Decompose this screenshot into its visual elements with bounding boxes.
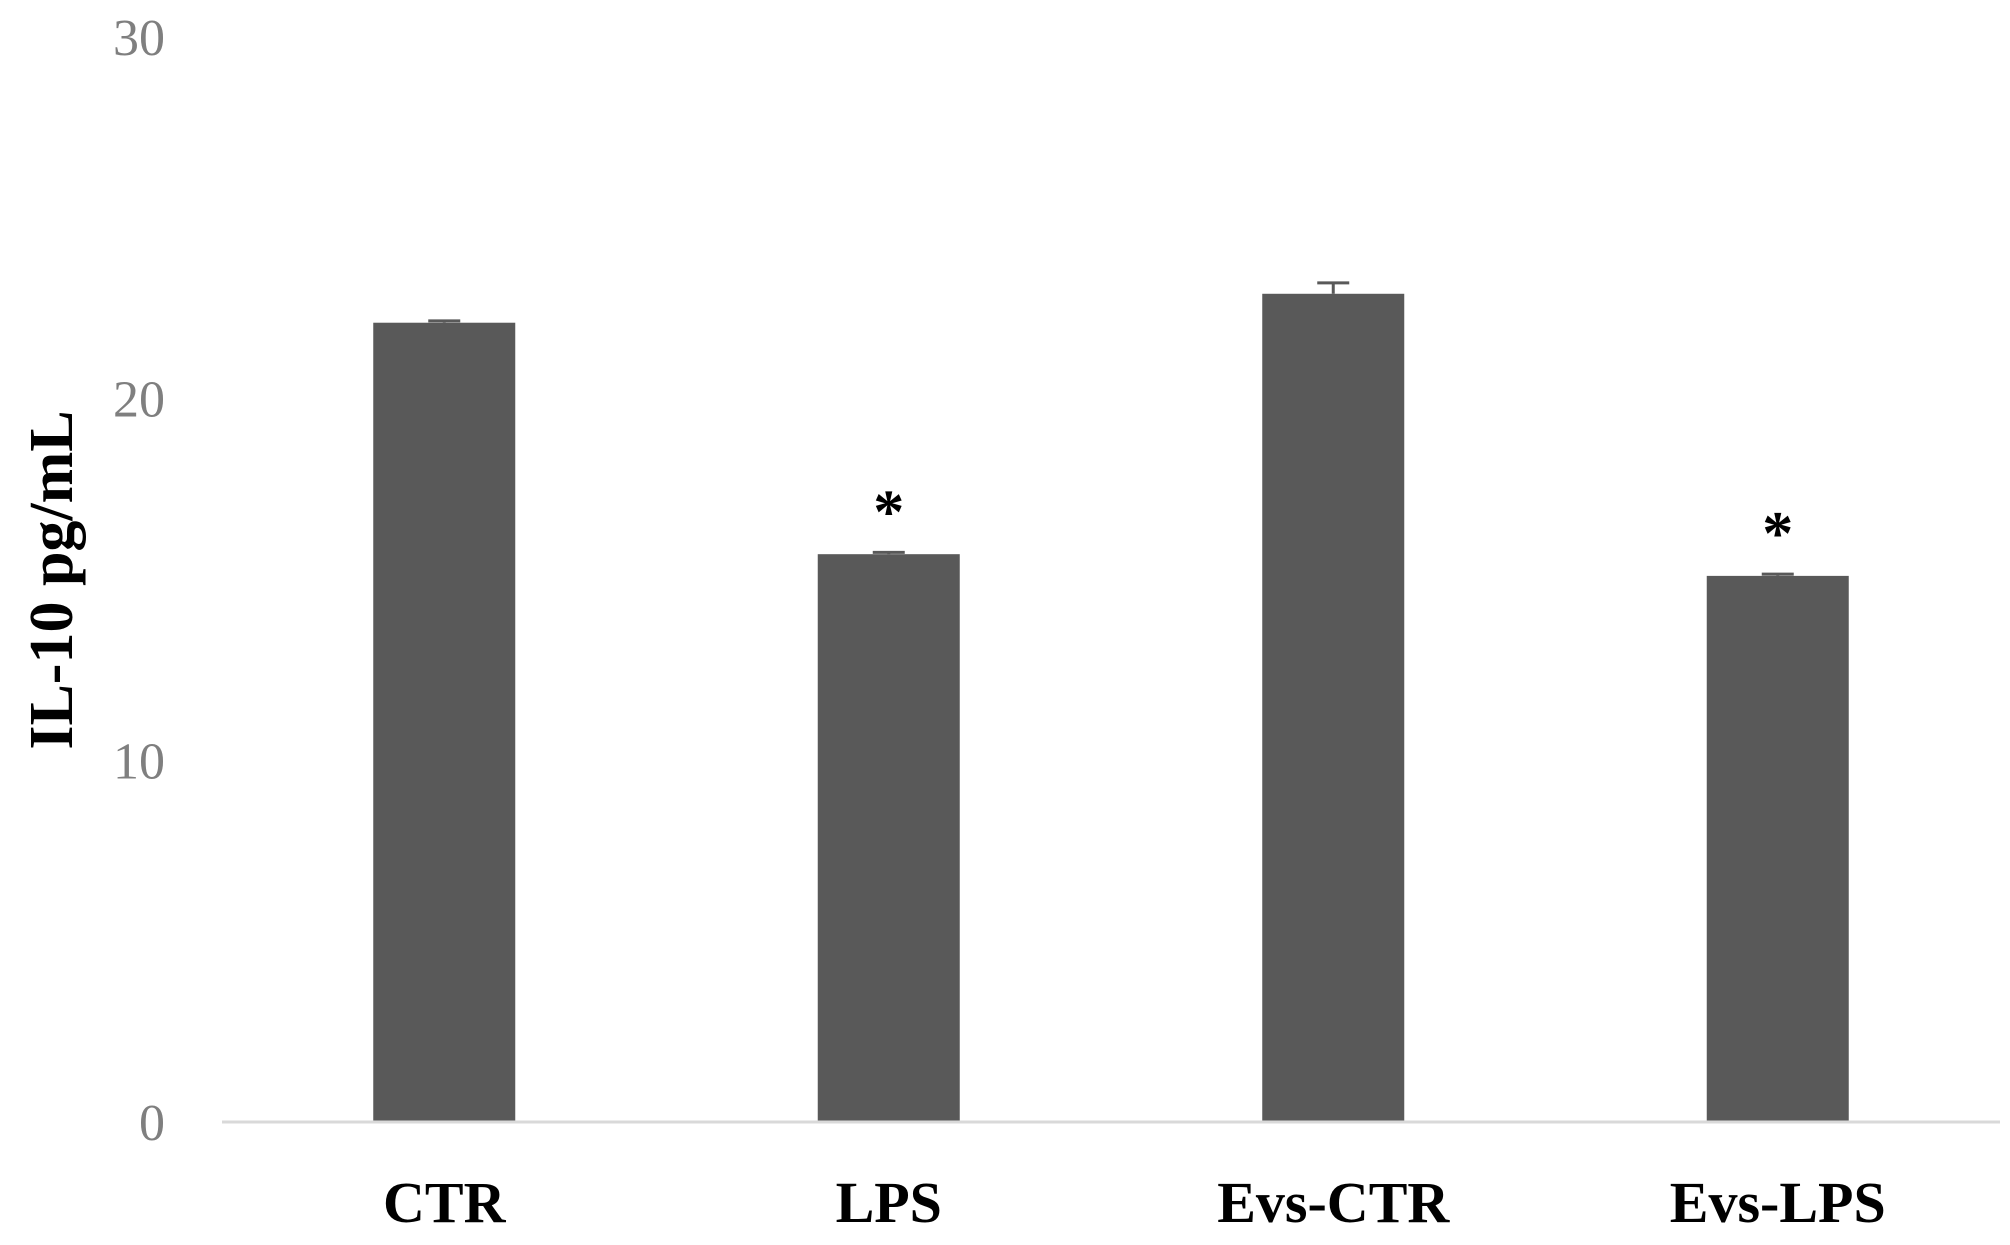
error-bar <box>428 319 461 323</box>
error-bar <box>1317 281 1350 294</box>
bar <box>1706 575 1849 1122</box>
bars: * * <box>373 281 1849 1122</box>
x-category-label: LPS <box>836 1170 942 1235</box>
bar <box>373 322 516 1122</box>
y-tick-label: 0 <box>139 1095 165 1152</box>
bar <box>817 554 960 1122</box>
y-tick-label: 30 <box>113 10 165 67</box>
y-tick-label: 20 <box>113 372 165 429</box>
y-axis-ticks: 0 10 20 30 <box>113 10 165 1152</box>
x-category-label: CTR <box>383 1170 507 1235</box>
error-bar <box>872 550 905 555</box>
y-axis-title: IL-10 pg/mL <box>18 410 86 749</box>
x-axis-category-labels: CTR LPS Evs-CTR Evs-LPS <box>383 1170 1886 1235</box>
bar <box>1262 293 1405 1122</box>
y-tick-label: 10 <box>113 733 165 790</box>
error-bar <box>1761 572 1794 576</box>
significance-asterisk: * <box>1762 500 1793 568</box>
x-category-label: Evs-CTR <box>1217 1170 1450 1235</box>
significance-asterisk: * <box>873 478 904 546</box>
x-category-label: Evs-LPS <box>1670 1170 1886 1235</box>
